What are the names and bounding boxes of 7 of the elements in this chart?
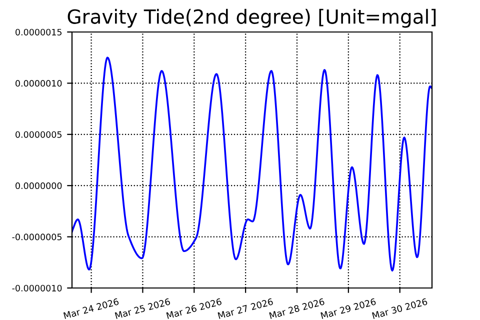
y-tick-label: 0.0000010: [16, 80, 62, 87]
y-tick-label: 0.0000015: [16, 28, 62, 36]
chart-title: Gravity Tide(2nd degree) [Unit=mgal]: [68, 8, 436, 28]
y-tick-label: 0.0000005: [16, 131, 62, 138]
y-tick-label: -0.0000005: [12, 234, 62, 240]
y-tick-label: -0.0000010: [12, 284, 62, 292]
y-tick-label: 0.0000000: [16, 182, 62, 190]
